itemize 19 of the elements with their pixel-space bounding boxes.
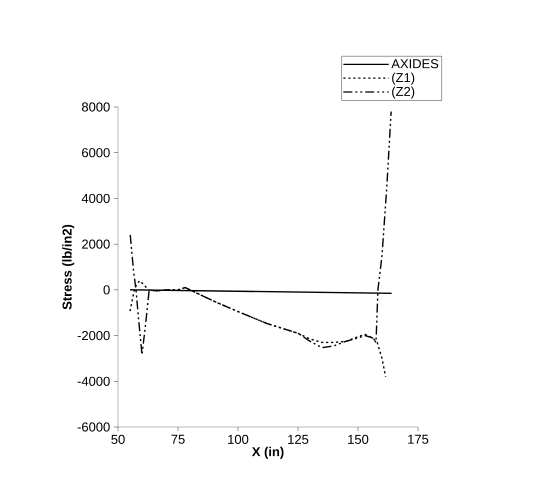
legend-label: (Z1)	[392, 72, 414, 85]
x-axis-title: X (in)	[252, 446, 284, 459]
y-tick-label: 0	[104, 285, 110, 294]
legend-label: AXIDES	[391, 59, 438, 68]
x-tick-label: 150	[348, 434, 368, 444]
y-tick-label: 6000	[82, 148, 110, 158]
y-tick-label: 8000	[82, 102, 110, 112]
x-tick-label: 75	[171, 434, 185, 444]
y-axis-title: Stress (lb/in2)	[62, 224, 74, 310]
x-tick-label: 125	[288, 434, 308, 444]
x-tick-label: 100	[228, 434, 248, 444]
y-tick-label: -6000	[78, 422, 110, 432]
legend-label: (Z2)	[392, 86, 414, 99]
y-tick-label: 4000	[82, 194, 110, 204]
y-tick-label: -2000	[78, 330, 110, 340]
y-tick-label: 2000	[82, 240, 110, 249]
y-tick-label: -4000	[78, 376, 110, 386]
x-tick-label: 175	[408, 434, 428, 444]
x-tick-label: 50	[111, 434, 125, 444]
